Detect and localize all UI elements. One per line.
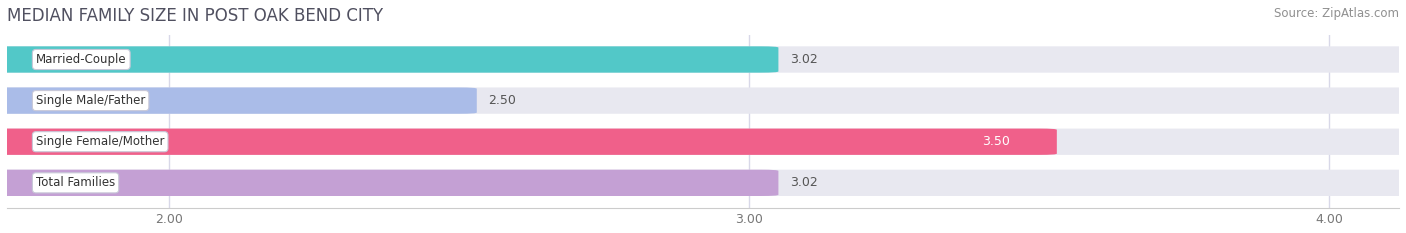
FancyBboxPatch shape xyxy=(0,87,1406,114)
Text: Married-Couple: Married-Couple xyxy=(37,53,127,66)
FancyBboxPatch shape xyxy=(0,46,779,73)
Text: 3.02: 3.02 xyxy=(790,53,818,66)
FancyBboxPatch shape xyxy=(0,46,1406,73)
Text: Total Families: Total Families xyxy=(37,176,115,189)
FancyBboxPatch shape xyxy=(0,87,477,114)
FancyBboxPatch shape xyxy=(0,170,1406,196)
Text: Source: ZipAtlas.com: Source: ZipAtlas.com xyxy=(1274,7,1399,20)
Text: MEDIAN FAMILY SIZE IN POST OAK BEND CITY: MEDIAN FAMILY SIZE IN POST OAK BEND CITY xyxy=(7,7,382,25)
Text: 3.02: 3.02 xyxy=(790,176,818,189)
Text: 2.50: 2.50 xyxy=(488,94,516,107)
Text: Single Male/Father: Single Male/Father xyxy=(37,94,145,107)
Text: 3.50: 3.50 xyxy=(983,135,1011,148)
Text: Single Female/Mother: Single Female/Mother xyxy=(37,135,165,148)
FancyBboxPatch shape xyxy=(0,170,779,196)
FancyBboxPatch shape xyxy=(0,129,1057,155)
FancyBboxPatch shape xyxy=(0,129,1406,155)
